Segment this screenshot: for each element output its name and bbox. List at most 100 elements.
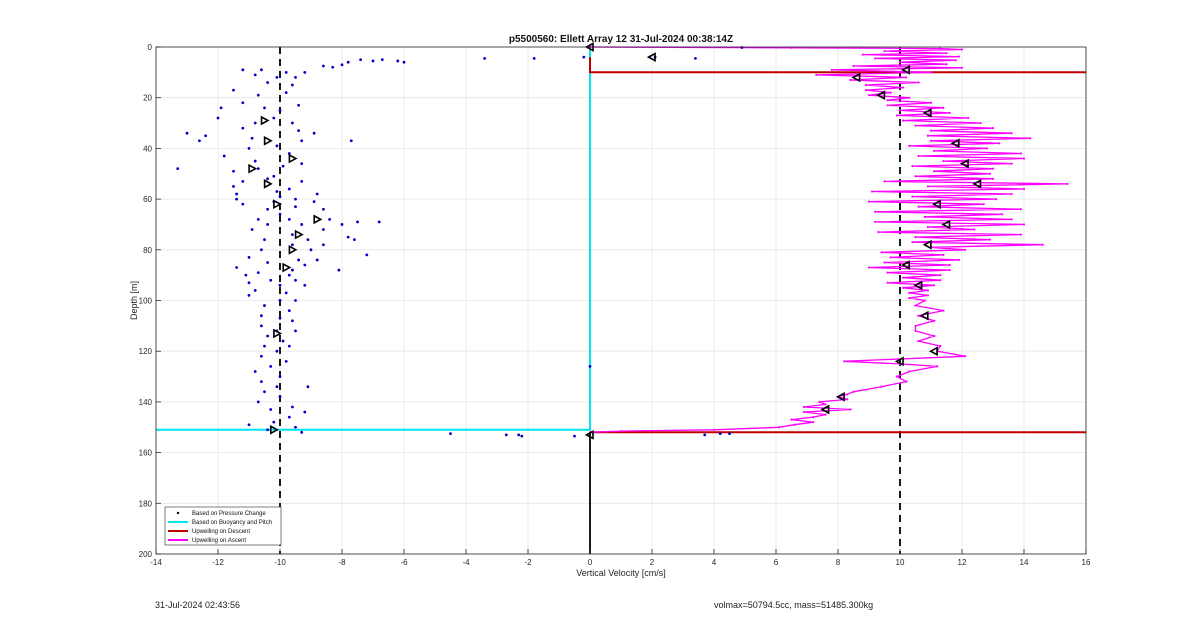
pressure-point <box>232 185 235 188</box>
x-tick-label: 16 <box>1082 558 1091 567</box>
pressure-point <box>284 291 288 295</box>
ascent-point <box>1022 187 1026 191</box>
pressure-point <box>244 273 248 277</box>
ascent-marker <box>876 90 886 101</box>
pressure-point <box>306 385 310 389</box>
pressure-point <box>263 238 266 242</box>
ascent-point <box>973 228 976 231</box>
pressure-point <box>278 283 282 287</box>
pressure-point <box>266 223 269 226</box>
ascent-point <box>929 129 933 132</box>
ascent-point <box>902 286 905 289</box>
ascent-marker <box>928 346 938 357</box>
pressure-point <box>284 70 288 74</box>
pressure-point <box>235 197 239 201</box>
pressure-point <box>287 187 291 191</box>
ascent-point <box>936 365 939 368</box>
ascent-point <box>852 64 855 68</box>
pressure-point <box>300 162 304 166</box>
pressure-point <box>278 195 282 198</box>
y-tick-label: 60 <box>143 195 152 204</box>
pressure-point <box>232 169 235 173</box>
ascent-point <box>929 71 933 74</box>
ascent-point <box>802 410 806 414</box>
pressure-point <box>504 433 508 437</box>
x-tick-label: -12 <box>212 558 224 567</box>
pressure-point <box>315 192 319 196</box>
ascent-point <box>939 274 942 277</box>
pressure-point <box>740 46 744 49</box>
ascent-point <box>908 291 911 294</box>
footer-timestamp: 31-Jul-2024 02:43:56 <box>155 600 241 610</box>
ascent-point <box>815 73 818 76</box>
pressure-point <box>272 420 276 424</box>
ascent-marker <box>894 356 904 367</box>
pressure-point <box>294 425 297 429</box>
ascent-point <box>1010 162 1013 165</box>
pressure-point <box>365 253 369 257</box>
pressure-point <box>346 60 350 64</box>
ascent-marker <box>646 52 656 62</box>
ascent-point <box>982 203 985 206</box>
pressure-point <box>275 144 279 148</box>
ascent-point <box>619 429 623 433</box>
pressure-point <box>300 179 304 183</box>
pressure-point <box>573 434 576 438</box>
ascent-point <box>926 185 930 188</box>
ascent-point <box>874 220 877 224</box>
ascent-point <box>908 370 911 373</box>
pressure-point <box>287 217 291 221</box>
series-layer <box>156 45 1086 438</box>
pressure-point <box>269 278 273 282</box>
ascent-point <box>778 426 781 429</box>
pressure-point <box>353 238 356 242</box>
pressure-point <box>241 68 245 72</box>
pressure-point <box>247 147 251 150</box>
pressure-point <box>241 101 245 105</box>
pressure-point <box>266 177 269 181</box>
pressure-point <box>253 288 257 292</box>
pressure-point <box>694 57 697 60</box>
descent-marker <box>313 214 323 225</box>
pressure-point <box>294 278 297 282</box>
pressure-point <box>284 91 288 95</box>
descent-marker <box>288 153 298 164</box>
ascent-point <box>802 405 806 409</box>
descent-marker <box>263 179 273 189</box>
ascent-point <box>942 106 945 109</box>
pressure-point <box>718 432 722 435</box>
x-tick-label: 6 <box>774 558 779 567</box>
series-line <box>589 46 1068 433</box>
pressure-point <box>402 60 406 64</box>
pressure-point <box>284 359 288 363</box>
pressure-point <box>253 121 257 125</box>
legend-label: Based on Pressure Change <box>192 511 266 517</box>
pressure-point <box>532 57 536 60</box>
pressure-point <box>294 197 297 201</box>
pressure-point <box>703 433 707 437</box>
pressure-point <box>303 263 307 267</box>
pressure-point <box>185 131 189 135</box>
pressure-point <box>728 432 731 435</box>
pressure-point <box>260 324 263 328</box>
y-tick-label: 0 <box>148 43 153 52</box>
ascent-point <box>1029 137 1032 140</box>
legend-swatch <box>176 511 180 515</box>
series-line <box>156 47 591 431</box>
pressure-point <box>241 126 245 130</box>
pressure-point <box>253 159 257 163</box>
pressure-point <box>396 59 400 63</box>
x-tick-label: -14 <box>150 558 162 567</box>
ascent-point <box>886 104 889 107</box>
ascent-point <box>902 119 905 122</box>
ascent-point <box>793 423 796 426</box>
ascent-point <box>988 238 992 241</box>
ascent-point <box>939 279 942 282</box>
ascent-point <box>867 200 871 203</box>
ascent-point <box>929 101 933 104</box>
pressure-point <box>241 179 245 183</box>
ascent-point <box>954 59 957 62</box>
pressure-point <box>256 271 260 275</box>
axis-ticks: -14 -12 -10 -8 -6 -4 -2 0 2 4 6 8 10 12 14 160204060801… <box>139 43 1091 567</box>
pressure-point <box>272 174 276 178</box>
